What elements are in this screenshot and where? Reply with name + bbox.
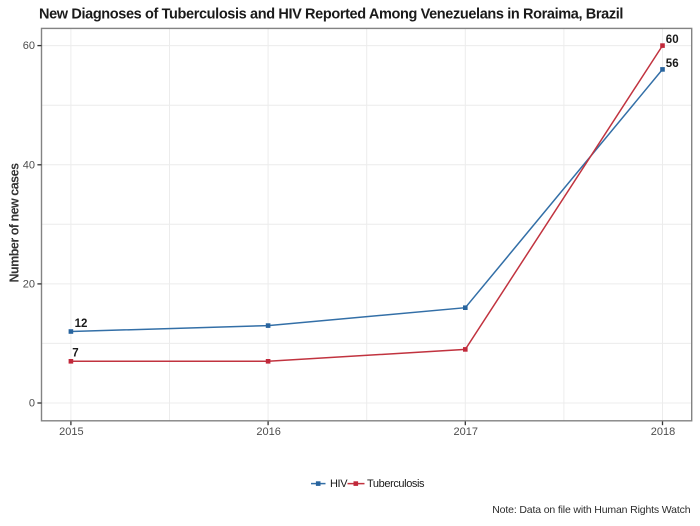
svg-text:56: 56 [666,58,679,70]
svg-text:12: 12 [75,318,88,330]
svg-text:2017: 2017 [454,426,478,438]
svg-text:Note: Data on file with Human: Note: Data on file with Human Rights Wat… [492,504,690,516]
svg-text:New Diagnoses of Tuberculosis: New Diagnoses of Tuberculosis and HIV Re… [39,7,623,23]
svg-text:HIV: HIV [330,478,348,490]
svg-text:2015: 2015 [59,426,83,438]
svg-text:2016: 2016 [256,426,280,438]
svg-text:Tuberculosis: Tuberculosis [367,478,425,490]
svg-text:60: 60 [666,34,679,46]
svg-text:Number of new cases: Number of new cases [8,163,22,283]
svg-text:0: 0 [29,398,35,410]
svg-text:60: 60 [23,40,35,52]
svg-text:40: 40 [23,159,35,171]
svg-text:2018: 2018 [651,426,675,438]
svg-text:7: 7 [72,347,78,359]
svg-text:20: 20 [23,279,35,291]
